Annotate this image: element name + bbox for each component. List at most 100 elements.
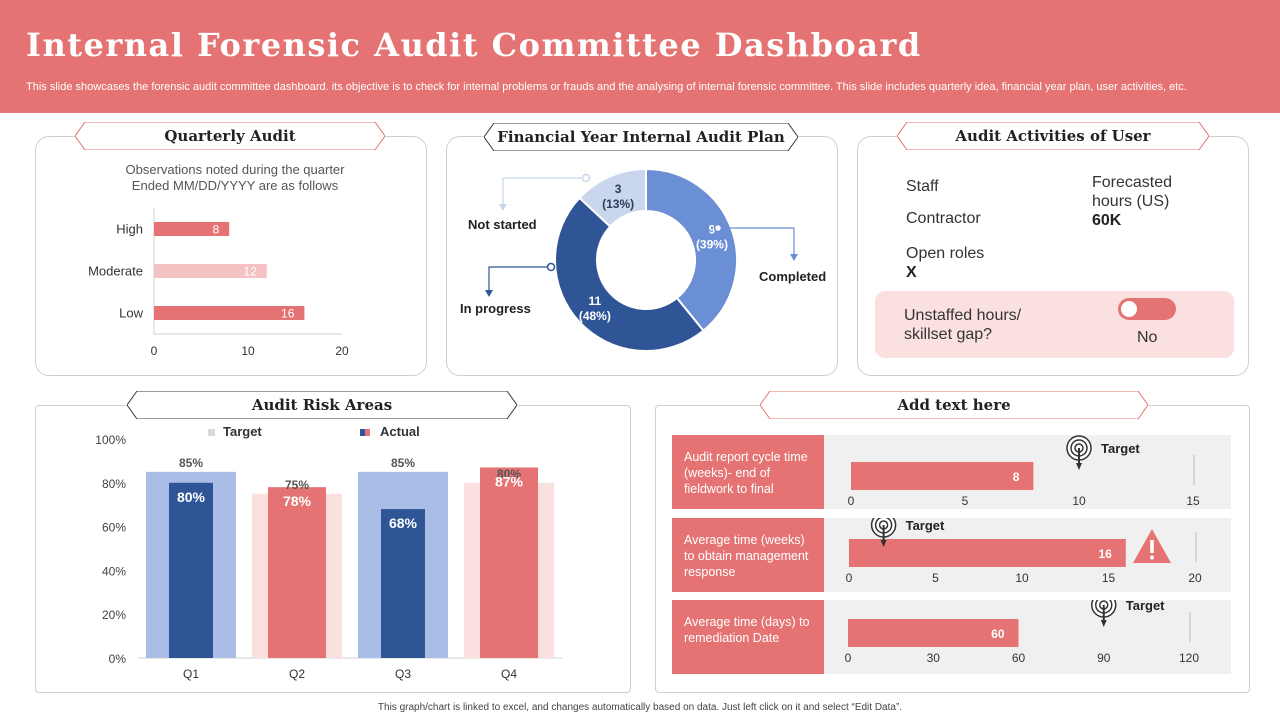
quarterly-bar-value: 16 <box>281 307 295 321</box>
risk-actual-value: 68% <box>389 515 418 531</box>
metric-label-remediation-date: Average time (days) to remediation Date <box>672 600 824 674</box>
quarterly-bar-moderate <box>154 264 267 278</box>
donut-pct-in-progress: (48%) <box>579 309 611 323</box>
forecast-label-line2: hours (US) <box>1092 193 1170 210</box>
quarterly-audit-title: Quarterly Audit <box>164 127 296 145</box>
audit-plan-title: Financial Year Internal Audit Plan <box>497 128 785 146</box>
risk-actual-value: 80% <box>177 489 206 505</box>
target-label: Target <box>1101 441 1140 456</box>
toggle-value: No <box>1137 329 1158 346</box>
risk-areas-tag: Audit Risk Areas <box>127 391 517 419</box>
quarterly-category-label: Low <box>119 306 143 321</box>
metric-x-tick: 0 <box>848 494 855 508</box>
header-banner: Internal Forensic Audit Committee Dashbo… <box>0 0 1280 113</box>
risk-target-value: 80% <box>497 467 521 481</box>
metric-bar-value: 8 <box>1013 470 1020 484</box>
quarterly-note-line1: Observations noted during the quarter <box>125 162 345 177</box>
donut-label-in-progress: In progress <box>460 301 531 316</box>
warning-bar <box>1150 540 1154 553</box>
risk-actual-bar-q2 <box>268 487 326 658</box>
quarterly-x-tick: 20 <box>335 344 349 358</box>
risk-actual-bar-q4 <box>480 467 538 658</box>
risk-target-value: 85% <box>391 456 415 470</box>
quarterly-bar-high <box>154 222 230 236</box>
donut-pct-completed: (39%) <box>696 238 728 252</box>
unstaffed-toggle[interactable] <box>1118 298 1176 320</box>
legend-target: Target <box>208 424 262 439</box>
metric-bar-audit-report-cycle <box>851 462 1034 490</box>
metrics-tag: Add text here <box>760 391 1148 419</box>
staff-label: Staff <box>906 178 939 195</box>
audit-activities-title: Audit Activities of User <box>955 127 1151 145</box>
quarterly-bar-value: 8 <box>213 223 220 237</box>
target-icon <box>1091 600 1117 627</box>
risk-y-tick: 40% <box>102 564 126 578</box>
metric-bar-value: 16 <box>1098 547 1112 561</box>
quarterly-note-line2: Ended MM/DD/YYYY are as follows <box>131 178 339 193</box>
metric-x-tick: 15 <box>1102 571 1116 585</box>
metric-x-tick: 20 <box>1188 571 1202 585</box>
open-roles-label: Open roles <box>906 245 985 262</box>
risk-y-tick: 0% <box>109 652 127 666</box>
legend-target-label: Target <box>223 424 262 439</box>
metric-x-tick: 0 <box>845 651 852 665</box>
risk-y-tick: 100% <box>95 433 126 447</box>
target-icon <box>1066 435 1092 470</box>
risk-y-tick: 80% <box>102 477 126 491</box>
risk-y-tick: 20% <box>102 608 126 622</box>
quarterly-audit-tag: Quarterly Audit <box>75 122 385 150</box>
target-label: Target <box>1126 600 1165 613</box>
callout-dot-in-progress <box>546 262 556 272</box>
risk-actual-bar-q1 <box>169 482 213 658</box>
callout-dot-completed <box>713 223 723 233</box>
metric-label-audit-report-cycle: Audit report cycle time (weeks)- end of … <box>672 435 824 509</box>
metrics-title: Add text here <box>897 396 1011 414</box>
quarterly-audit-panel <box>35 136 427 376</box>
donut-slice-completed <box>645 167 738 332</box>
metric-bar-value: 60 <box>991 627 1005 641</box>
metric-bar-remediation-date <box>848 619 1019 647</box>
metric-x-tick: 120 <box>1179 651 1199 665</box>
metric-chart-management-response: 16 0 5 10 15 20 Target <box>846 518 1202 585</box>
risk-actual-value: 78% <box>283 493 312 509</box>
metric-chart-remediation-date: 60 0 30 60 90 120 Target <box>845 600 1199 665</box>
metric-label-management-response: Average time (weeks) to obtain managemen… <box>672 518 824 592</box>
page-title: Internal Forensic Audit Committee Dashbo… <box>26 26 922 64</box>
legend-actual-swatch <box>360 429 370 436</box>
donut-label-completed: Completed <box>759 269 826 284</box>
quarterly-x-tick: 10 <box>241 344 255 358</box>
callout-line-in-progress <box>488 266 548 291</box>
audit-plan-donut: 9(39%) 11(48%) 3(13%) Completed In progress N… <box>460 167 826 352</box>
risk-y-tick: 60% <box>102 521 126 535</box>
risk-target-value: 75% <box>285 478 309 492</box>
legend-actual: Actual <box>360 424 420 439</box>
callout-dot-not-started <box>581 173 591 183</box>
metric-chart-audit-report-cycle: 8 0 5 10 15 Target <box>848 435 1200 508</box>
risk-category-label: Q3 <box>395 667 411 681</box>
target-tip <box>1100 620 1107 627</box>
footer-note: This graph/chart is linked to excel, and… <box>377 702 903 713</box>
risk-actual-value: 87% <box>495 473 524 489</box>
donut-label-not-started: Not started <box>468 217 537 232</box>
risk-category-label: Q2 <box>289 667 305 681</box>
warning-dot <box>1150 555 1154 560</box>
target-icon <box>870 518 897 547</box>
metric-x-tick: 10 <box>1015 571 1029 585</box>
quarterly-bar-chart: 8 High 12 Moderate 16 Low 0 10 20 <box>88 208 349 358</box>
quarterly-category-label: High <box>116 222 143 237</box>
quarterly-x-tick: 0 <box>151 344 158 358</box>
metric-x-tick: 0 <box>846 571 853 585</box>
risk-target-value: 85% <box>179 456 203 470</box>
callout-line-not-started <box>502 177 583 205</box>
metric-bar-management-response <box>849 539 1126 567</box>
page-subtitle: This slide showcases the forensic audit … <box>26 81 1187 93</box>
target-tip <box>880 540 887 547</box>
donut-value-in-progress: 11 <box>588 294 601 308</box>
risk-actual-bar-q3 <box>381 509 425 658</box>
warning-icon <box>1133 529 1171 563</box>
metric-x-tick: 5 <box>962 494 969 508</box>
metric-x-tick: 60 <box>1012 651 1026 665</box>
risk-category-label: Q4 <box>501 667 517 681</box>
callout-arrow-completed <box>790 254 798 261</box>
donut-value-completed: 9 <box>709 223 716 237</box>
